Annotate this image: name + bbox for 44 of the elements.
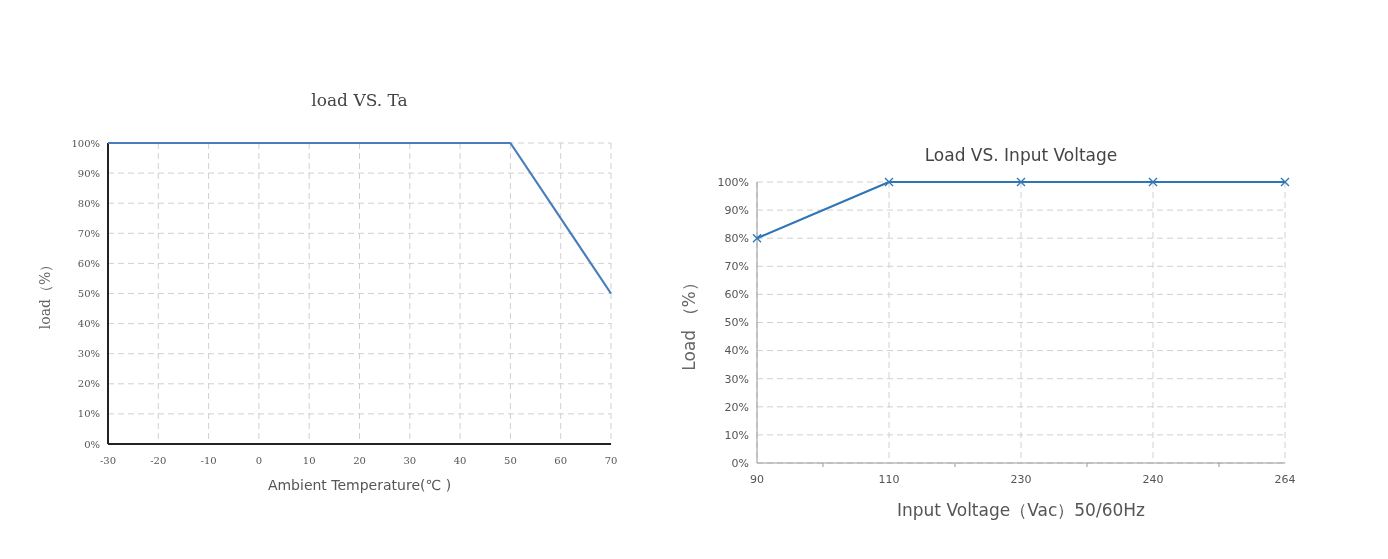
x-tick-label: 70 bbox=[604, 455, 618, 466]
x-tick-label: 230 bbox=[1010, 473, 1032, 486]
y-tick-label: 100% bbox=[717, 175, 749, 189]
y-axis-title: load（%） bbox=[37, 257, 53, 330]
x-tick-label: -10 bbox=[200, 455, 217, 466]
y-tick-label: 50% bbox=[724, 316, 749, 330]
x-axis-title: Input Voltage（Vac）50/60Hz bbox=[897, 500, 1146, 520]
y-tick-label: 60% bbox=[77, 257, 100, 269]
x-tick-label: -30 bbox=[99, 455, 117, 466]
y-tick-label: 70% bbox=[77, 227, 100, 239]
x-tick-label: 50 bbox=[504, 455, 517, 466]
y-tick-label: 20% bbox=[77, 378, 100, 390]
y-axis-title: Load （%） bbox=[679, 274, 699, 371]
y-tick-label: 30% bbox=[77, 348, 100, 360]
x-tick-label: 40 bbox=[453, 455, 467, 466]
x-tick-label: 240 bbox=[1142, 473, 1164, 486]
y-tick-label: 30% bbox=[724, 372, 749, 386]
y-tick-label: 40% bbox=[77, 318, 100, 330]
chart-title: load VS. Ta bbox=[311, 90, 408, 110]
x-tick-label: 10 bbox=[302, 455, 316, 466]
y-tick-label: 50% bbox=[77, 288, 100, 299]
x-tick-label: 0 bbox=[255, 455, 263, 466]
y-tick-label: 90% bbox=[724, 203, 749, 217]
x-tick-label: 60 bbox=[554, 455, 568, 466]
chart-title: Load VS. Input Voltage bbox=[924, 145, 1118, 165]
x-tick-label: 30 bbox=[403, 455, 417, 466]
x-tick-label: 90 bbox=[750, 473, 764, 486]
y-tick-label: 10% bbox=[77, 408, 100, 420]
y-tick-label: 80% bbox=[724, 232, 749, 246]
y-tick-label: 0% bbox=[731, 456, 749, 470]
x-tick-label: -20 bbox=[150, 455, 167, 466]
y-tick-label: 90% bbox=[77, 167, 100, 179]
x-tick-label: 20 bbox=[353, 455, 366, 466]
y-tick-label: 60% bbox=[724, 288, 749, 302]
y-tick-label: 20% bbox=[724, 400, 749, 414]
y-tick-label: 100% bbox=[71, 137, 100, 149]
y-tick-label: 40% bbox=[724, 344, 749, 358]
y-tick-label: 10% bbox=[724, 428, 749, 442]
x-tick-label: 264 bbox=[1274, 473, 1296, 486]
y-tick-label: 0% bbox=[84, 438, 100, 450]
y-tick-label: 80% bbox=[77, 197, 100, 209]
y-tick-label: 70% bbox=[724, 260, 749, 274]
x-tick-label: 110 bbox=[878, 473, 900, 486]
x-axis-title: Ambient Temperature(℃ ) bbox=[267, 477, 452, 493]
